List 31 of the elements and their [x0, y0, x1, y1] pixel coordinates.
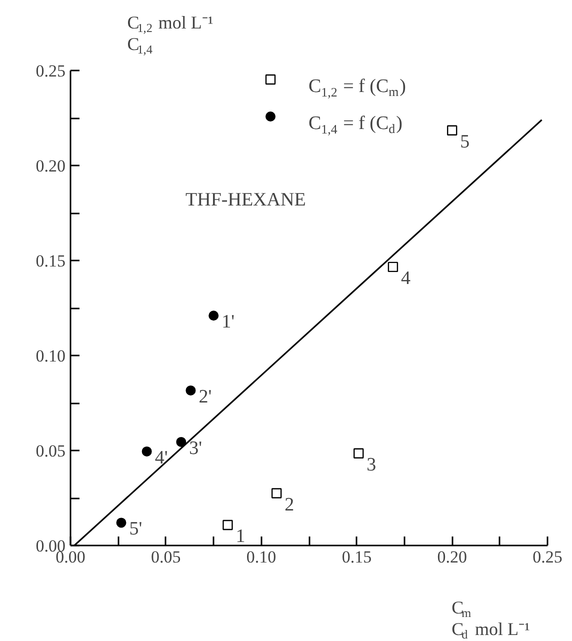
point	[186, 385, 196, 396]
annotation: 2'	[198, 386, 212, 408]
point	[116, 518, 126, 528]
annotation: 2	[284, 494, 294, 516]
point	[447, 125, 458, 136]
annotation: 4	[400, 268, 411, 289]
x-tick-label: 0.10	[246, 548, 276, 566]
annotation: 4'	[154, 447, 168, 468]
annotation: THF-HEXANE	[186, 190, 306, 210]
point	[354, 448, 364, 458]
y-tick-label: 0.25	[36, 62, 66, 80]
x-tick-label: 0.15	[342, 548, 372, 566]
y-tick-label: 0.20	[36, 156, 66, 176]
point	[142, 446, 152, 456]
point	[176, 436, 186, 447]
annotation: 3'	[189, 438, 202, 459]
x-tick-label: 0.25	[532, 548, 562, 566]
y-tick-label: 0.10	[36, 346, 66, 366]
point	[222, 520, 233, 530]
point	[208, 310, 219, 321]
annotation: 5	[460, 131, 470, 152]
x-tick-label: 0.20	[437, 548, 467, 566]
point	[271, 488, 282, 498]
point	[388, 262, 398, 272]
x-tick-label: 0.05	[151, 548, 181, 566]
annotation: 1'	[222, 312, 235, 333]
y-tick-label: 0.15	[36, 252, 66, 270]
annotation: 1	[236, 526, 246, 547]
annotation: 5'	[129, 518, 142, 540]
y-tick-label: 0.05	[36, 442, 66, 460]
annotation: 3	[366, 454, 376, 476]
